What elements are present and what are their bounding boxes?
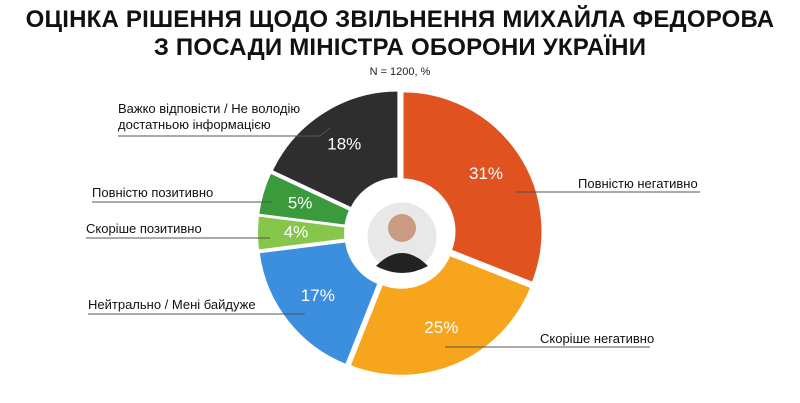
value-label: 5%	[288, 193, 313, 212]
value-label: 25%	[424, 318, 458, 337]
center-photo	[364, 199, 440, 275]
category-label: Повністю позитивно	[92, 185, 214, 200]
category-label: Нейтрально / Мені байдуже	[88, 297, 256, 312]
value-label: 4%	[284, 222, 309, 241]
value-label: 18%	[327, 135, 361, 154]
category-label: Важко відповісти / Не володію достатньою…	[118, 101, 301, 132]
donut-slice	[348, 253, 533, 377]
leader-line	[118, 127, 331, 137]
donut-slice	[401, 90, 544, 285]
chart-title: ОЦІНКА РІШЕННЯ ЩОДО ЗВІЛЬНЕННЯ МИХАЙЛА Ф…	[25, 6, 775, 33]
chart-subtitle: N = 1200, %	[369, 66, 431, 78]
category-label: Скоріше негативно	[540, 331, 655, 346]
donut-slice	[257, 240, 380, 367]
value-label: 31%	[469, 164, 503, 183]
chart-title: З ПОСАДИ МІНІСТРА ОБОРОНИ УКРАЇНИ	[153, 34, 647, 61]
value-label: 17%	[301, 286, 335, 305]
category-label: Повністю негативно	[578, 176, 698, 191]
category-label: Скоріше позитивно	[86, 221, 202, 236]
